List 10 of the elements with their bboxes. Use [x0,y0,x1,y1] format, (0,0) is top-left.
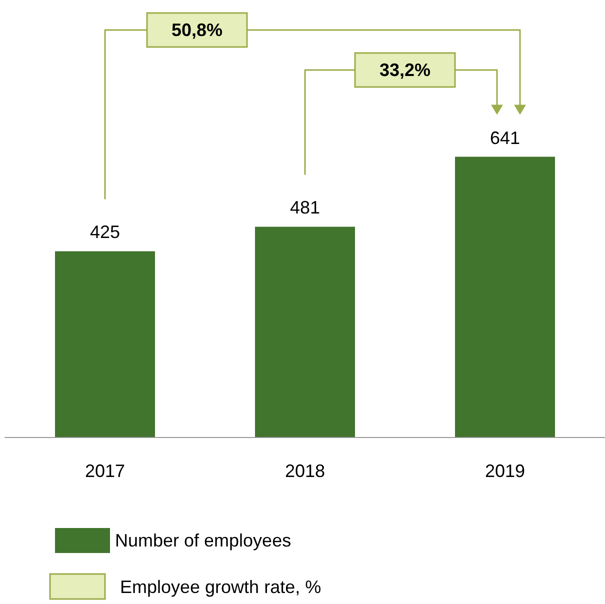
data-label: 641 [490,128,520,148]
x-tick-label: 2018 [284,461,326,481]
data-label: 425 [90,222,120,242]
text: Employee growth rate, % [120,577,322,597]
x-tick-label: 2019 [484,461,526,481]
text: 50,8% [171,20,223,40]
text: 33,2% [379,60,431,80]
data-label: 481 [290,198,320,218]
legend-label: Number of employees [115,530,292,550]
x-tick-label: 2017 [84,461,126,481]
